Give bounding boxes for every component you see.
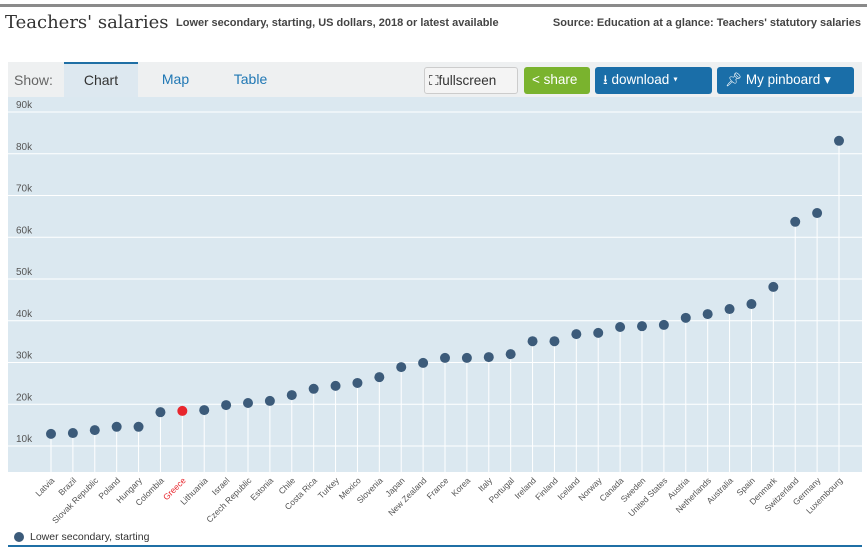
x-tick-label: Italy: [476, 475, 495, 494]
data-point: [593, 327, 604, 338]
legend-marker: [14, 532, 24, 543]
y-tick-label: 70k: [16, 184, 33, 195]
data-point: [396, 362, 407, 373]
source-text: Source: Education at a glance: Teachers'…: [552, 17, 861, 29]
data-point: [308, 383, 319, 394]
data-point: [67, 428, 78, 439]
data-point: [834, 135, 844, 146]
x-tick-label: Latvia: [33, 475, 56, 498]
page-title: Teachers' salaries: [5, 12, 169, 33]
legend-label: Lower secondary, starting: [30, 531, 150, 543]
data-point: [461, 352, 472, 363]
data-point: [571, 329, 582, 340]
data-point: [243, 397, 253, 408]
data-point: [505, 349, 516, 360]
fullscreen-icon: ⛶: [429, 73, 439, 88]
data-point: [702, 309, 713, 320]
y-tick-label: 30k: [16, 351, 33, 362]
pinboard-label: My pinboard ▾: [745, 72, 831, 87]
x-tick-label: Finland: [533, 475, 560, 502]
data-point: [615, 322, 626, 333]
x-tick-label: Turkey: [316, 475, 342, 501]
y-tick-label: 60k: [16, 225, 33, 236]
data-point: [264, 395, 275, 406]
data-point: [483, 352, 494, 363]
data-point: [155, 407, 166, 418]
x-tick-label: Korea: [449, 475, 472, 498]
toolbar: Show: Chart Map Table ⛶fullscreen < shar…: [8, 62, 862, 97]
fullscreen-label: fullscreen: [438, 73, 497, 88]
download-icon: ⭳: [603, 72, 608, 87]
data-point: [111, 421, 122, 432]
data-point: [89, 425, 100, 436]
data-point: [418, 357, 429, 368]
download-button[interactable]: ⭳ download ▾: [595, 67, 712, 94]
y-tick-label: 40k: [16, 309, 33, 320]
data-point: [790, 216, 801, 227]
tab-chart[interactable]: Chart: [64, 62, 138, 97]
x-tick-label: Estonia: [248, 475, 275, 502]
data-point: [812, 208, 823, 219]
data-point: [177, 405, 188, 416]
data-point: [549, 336, 560, 347]
data-point: [330, 380, 341, 391]
data-point: [133, 421, 144, 432]
y-tick-label: 20k: [16, 392, 33, 403]
chart-area: [8, 97, 862, 472]
data-point: [199, 405, 210, 416]
fullscreen-button[interactable]: ⛶fullscreen: [424, 67, 518, 94]
bottom-divider: [8, 545, 862, 547]
tab-table[interactable]: Table: [233, 71, 268, 87]
data-point: [680, 312, 691, 323]
page-subtitle: Lower secondary, starting, US dollars, 2…: [176, 17, 499, 29]
data-point: [724, 304, 735, 315]
data-point: [286, 390, 297, 401]
data-point: [637, 321, 647, 332]
share-icon: <: [532, 72, 540, 87]
y-tick-label: 50k: [16, 267, 33, 278]
y-tick-label: 80k: [16, 142, 33, 153]
share-button[interactable]: < share: [524, 67, 590, 94]
data-point: [352, 377, 363, 388]
data-point: [746, 299, 757, 310]
data-point: [527, 336, 538, 347]
data-point: [46, 428, 56, 439]
data-point: [768, 281, 779, 292]
legend[interactable]: Lower secondary, starting: [14, 531, 149, 543]
x-tick-label: France: [425, 475, 451, 501]
data-point: [221, 400, 232, 411]
data-point: [658, 319, 669, 330]
pinboard-button[interactable]: 📌︎ My pinboard ▾: [717, 67, 854, 94]
y-tick-label: 10k: [16, 434, 33, 445]
y-tick-label: 90k: [16, 100, 33, 111]
tab-map[interactable]: Map: [161, 71, 190, 87]
data-point: [440, 352, 450, 363]
pin-icon: 📌︎: [725, 72, 743, 87]
share-label: share: [543, 72, 578, 87]
top-divider: [0, 4, 867, 7]
download-label: download ▾: [611, 72, 679, 87]
show-label: Show:: [14, 72, 53, 88]
data-point: [374, 372, 385, 383]
